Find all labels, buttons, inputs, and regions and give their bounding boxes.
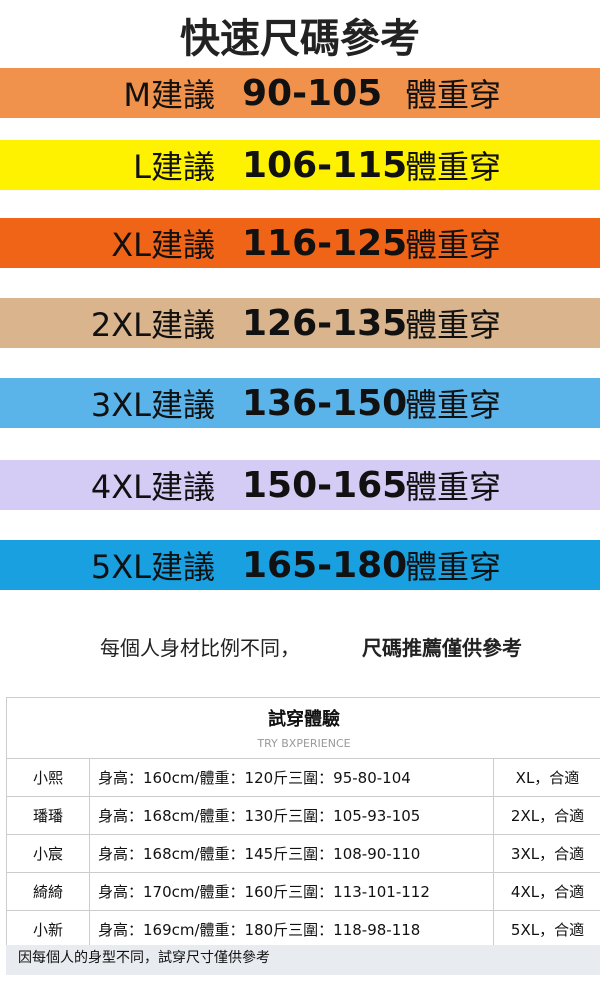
weight-suffix: 體重穿 — [405, 468, 502, 506]
table-footer: 因每個人的身型不同，試穿尺寸僅供參考 — [6, 945, 600, 975]
weight-range: 150-165 — [242, 464, 408, 506]
table-subtitle: TRY BXPERIENCE — [257, 737, 351, 750]
model-measurements: 身高：168cm/體重：145斤三圍：108-90-110 — [90, 835, 494, 872]
table-title: 試穿體驗 — [268, 709, 340, 730]
fit-size: 4XL，合適 — [510, 883, 585, 901]
size-label: L建議 — [133, 148, 215, 186]
model-name: 小熙 — [7, 759, 90, 796]
note-right: 尺碼推薦僅供參考 — [362, 636, 522, 660]
model-name: 小宸 — [7, 835, 90, 872]
fit-size: 2XL，合適 — [510, 807, 585, 825]
size-label: 3XL建議 — [90, 386, 215, 424]
weight-suffix: 體重穿 — [405, 226, 502, 264]
weight-range: 90-105 — [242, 72, 383, 114]
size-band: XL建議 116-125 體重穿 — [0, 218, 600, 268]
weight-range: 165-180 — [242, 544, 408, 586]
table-row: 小熙 身高：160cm/體重：120斤三圍：95-80-104 XL，合適 — [7, 759, 600, 797]
model-measurements: 身高：160cm/體重：120斤三圍：95-80-104 — [90, 759, 494, 796]
table-row: 小宸 身高：168cm/體重：145斤三圍：108-90-110 3XL，合適 — [7, 835, 600, 873]
model-name: 小新 — [7, 911, 90, 948]
size-band: 4XL建議 150-165 體重穿 — [0, 460, 600, 510]
fit-size: 5XL，合適 — [510, 921, 585, 939]
size-band: 5XL建議 165-180 體重穿 — [0, 540, 600, 590]
size-label: M建議 — [123, 76, 215, 114]
page-title: 快速尺碼參考 — [180, 16, 420, 62]
size-label: XL建議 — [111, 226, 215, 264]
size-label: 5XL建議 — [90, 548, 215, 586]
weight-range: 136-150 — [242, 382, 408, 424]
weight-range: 116-125 — [242, 222, 408, 264]
table-row: 璠璠 身高：168cm/體重：130斤三圍：105-93-105 2XL，合適 — [7, 797, 600, 835]
fit-size: 3XL，合適 — [510, 845, 585, 863]
model-measurements: 身高：170cm/體重：160斤三圍：113-101-112 — [90, 873, 494, 910]
size-band: L建議 106-115 體重穿 — [0, 140, 600, 190]
weight-range: 126-135 — [242, 302, 408, 344]
table-row: 綺綺 身高：170cm/體重：160斤三圍：113-101-112 4XL，合適 — [7, 873, 600, 911]
model-name: 綺綺 — [7, 873, 90, 910]
weight-suffix: 體重穿 — [405, 306, 502, 344]
fit-size: XL，合適 — [515, 769, 580, 787]
try-on-table: 試穿體驗 TRY BXPERIENCE 小熙 身高：160cm/體重：120斤三圍… — [6, 697, 600, 949]
weight-range: 106-115 — [242, 144, 408, 186]
size-label: 2XL建議 — [90, 306, 215, 344]
weight-suffix: 體重穿 — [405, 76, 502, 114]
size-band: 2XL建議 126-135 體重穿 — [0, 298, 600, 348]
weight-suffix: 體重穿 — [405, 148, 502, 186]
size-band: 3XL建議 136-150 體重穿 — [0, 378, 600, 428]
note-left: 每個人身材比例不同， — [100, 636, 300, 660]
weight-suffix: 體重穿 — [405, 548, 502, 586]
table-header: 試穿體驗 TRY BXPERIENCE — [7, 698, 600, 759]
model-measurements: 身高：168cm/體重：130斤三圍：105-93-105 — [90, 797, 494, 834]
model-measurements: 身高：169cm/體重：180斤三圍：118-98-118 — [90, 911, 494, 948]
model-name: 璠璠 — [7, 797, 90, 834]
size-label: 4XL建議 — [90, 468, 215, 506]
size-band: M建議 90-105 體重穿 — [0, 68, 600, 118]
weight-suffix: 體重穿 — [405, 386, 502, 424]
table-row: 小新 身高：169cm/體重：180斤三圍：118-98-118 5XL，合適 — [7, 911, 600, 949]
